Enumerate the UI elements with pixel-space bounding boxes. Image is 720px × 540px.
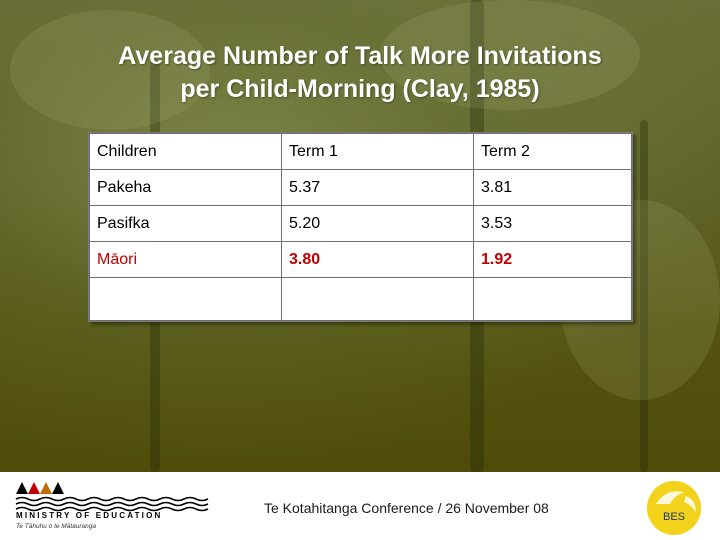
table-header-row: Children Term 1 Term 2 xyxy=(89,133,632,170)
title-line-2: per Child-Morning (Clay, 1985) xyxy=(180,75,540,103)
table-cell: Pakeha xyxy=(89,169,282,206)
fern-foliage xyxy=(380,0,640,110)
title-line-1: Average Number of Talk More Invitations xyxy=(118,42,602,70)
tree-trunk xyxy=(640,120,648,472)
table-cell: 5.20 xyxy=(281,205,474,242)
fern-foliage xyxy=(10,10,210,130)
ministry-label: MINISTRY OF EDUCATION xyxy=(16,511,163,520)
table-cell: Pasifka xyxy=(89,205,282,242)
slide-background: Average Number of Talk More Invitations … xyxy=(0,0,720,472)
header-cell: Children xyxy=(89,133,282,170)
table-cell: Māori xyxy=(89,241,282,278)
wave-pattern-icon xyxy=(15,496,209,512)
table-row-highlighted: Māori 3.80 1.92 xyxy=(89,241,632,278)
bes-logo: BES xyxy=(647,481,701,535)
table-cell: 5.37 xyxy=(281,169,474,206)
conference-footer-text: Te Kotahitanga Conference / 26 November … xyxy=(264,500,549,516)
triangles-icon xyxy=(16,482,64,494)
ministry-subtitle: Te Tāhuhu o te Mātauranga xyxy=(16,523,96,530)
table-cell-empty xyxy=(281,277,474,321)
table-cell: 1.92 xyxy=(473,241,632,278)
table-row: Pakeha 5.37 3.81 xyxy=(89,169,632,206)
table-cell-empty xyxy=(89,277,282,321)
header-cell: Term 2 xyxy=(473,133,632,170)
table-cell: 3.81 xyxy=(473,169,632,206)
sun-icon xyxy=(647,481,701,535)
data-table: Children Term 1 Term 2 Pakeha 5.37 3.81 … xyxy=(88,132,633,322)
slide-title: Average Number of Talk More Invitations … xyxy=(40,40,680,106)
bes-label: BES xyxy=(663,511,685,523)
footer-bar xyxy=(0,472,720,540)
table-cell-empty xyxy=(473,277,632,321)
table-cell: 3.53 xyxy=(473,205,632,242)
header-cell: Term 1 xyxy=(281,133,474,170)
table-cell: 3.80 xyxy=(281,241,474,278)
table-row: Pasifka 5.20 3.53 xyxy=(89,205,632,242)
ministry-of-education-logo xyxy=(15,482,209,512)
table-row-empty xyxy=(89,277,632,321)
